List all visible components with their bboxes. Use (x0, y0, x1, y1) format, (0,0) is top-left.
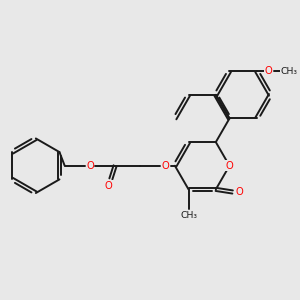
Text: CH₃: CH₃ (180, 211, 197, 220)
Text: O: O (235, 187, 243, 197)
Text: O: O (226, 161, 233, 171)
Text: O: O (162, 161, 169, 171)
Text: O: O (265, 66, 273, 76)
Text: CH₃: CH₃ (281, 67, 298, 76)
Text: O: O (105, 181, 113, 191)
Text: O: O (86, 161, 94, 171)
